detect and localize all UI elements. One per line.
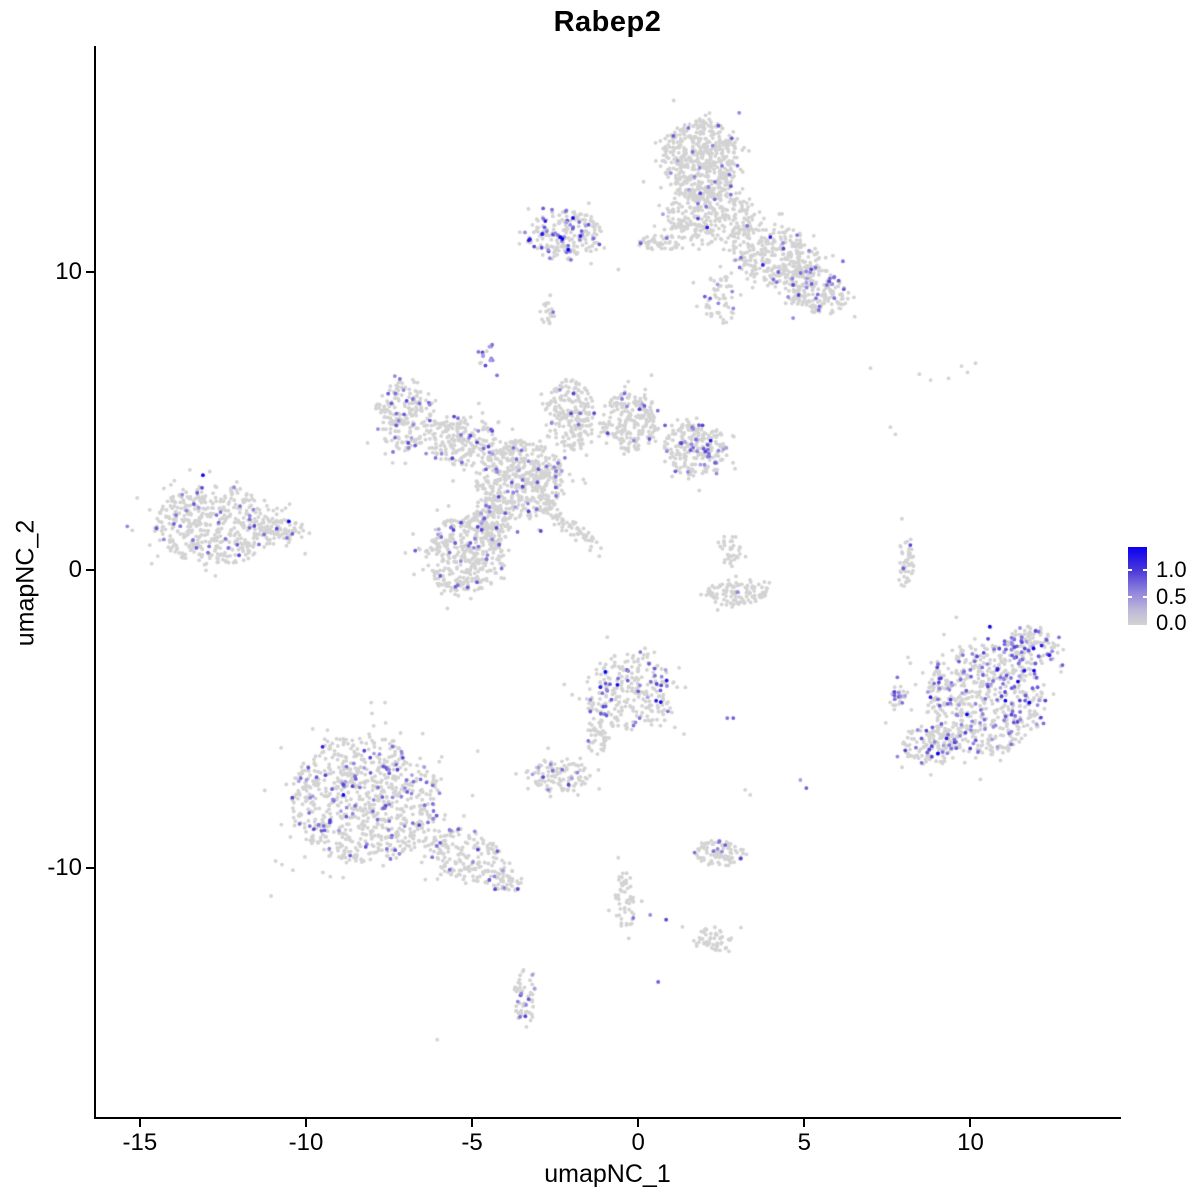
legend-label-low: 0.0 (1156, 610, 1187, 635)
x-tick (471, 1119, 474, 1127)
x-tick (637, 1119, 640, 1127)
y-tick (86, 866, 94, 869)
legend-tick (1143, 596, 1147, 598)
legend-colorbar (1128, 547, 1147, 625)
y-tick-label: 0 (68, 556, 82, 584)
x-axis-line (94, 1117, 1121, 1119)
x-tick (803, 1119, 806, 1127)
y-tick (86, 569, 94, 572)
x-tick-label: 5 (797, 1129, 812, 1156)
legend-tick (1143, 569, 1147, 571)
y-axis-line (94, 46, 96, 1119)
legend-tick (1128, 569, 1132, 571)
y-tick (86, 271, 94, 274)
x-tick-label: 0 (631, 1129, 645, 1156)
x-axis-label: umapNC_1 (544, 1160, 671, 1188)
x-tick (138, 1119, 141, 1127)
x-tick-label: -15 (122, 1129, 158, 1156)
legend-tick (1128, 596, 1132, 598)
y-axis-label: umapNC_2 (11, 519, 40, 647)
x-tick (304, 1119, 307, 1127)
x-tick (969, 1119, 972, 1127)
y-tick-label: -10 (47, 853, 82, 881)
x-tick-label: 10 (957, 1129, 984, 1156)
x-tick-label: -10 (288, 1129, 324, 1156)
legend-label-mid: 0.5 (1156, 584, 1187, 609)
legend-label-high: 1.0 (1156, 557, 1187, 582)
y-tick-label: 10 (55, 258, 82, 286)
x-tick-label: -5 (461, 1129, 483, 1156)
plot-title: Rabep2 (553, 6, 662, 38)
